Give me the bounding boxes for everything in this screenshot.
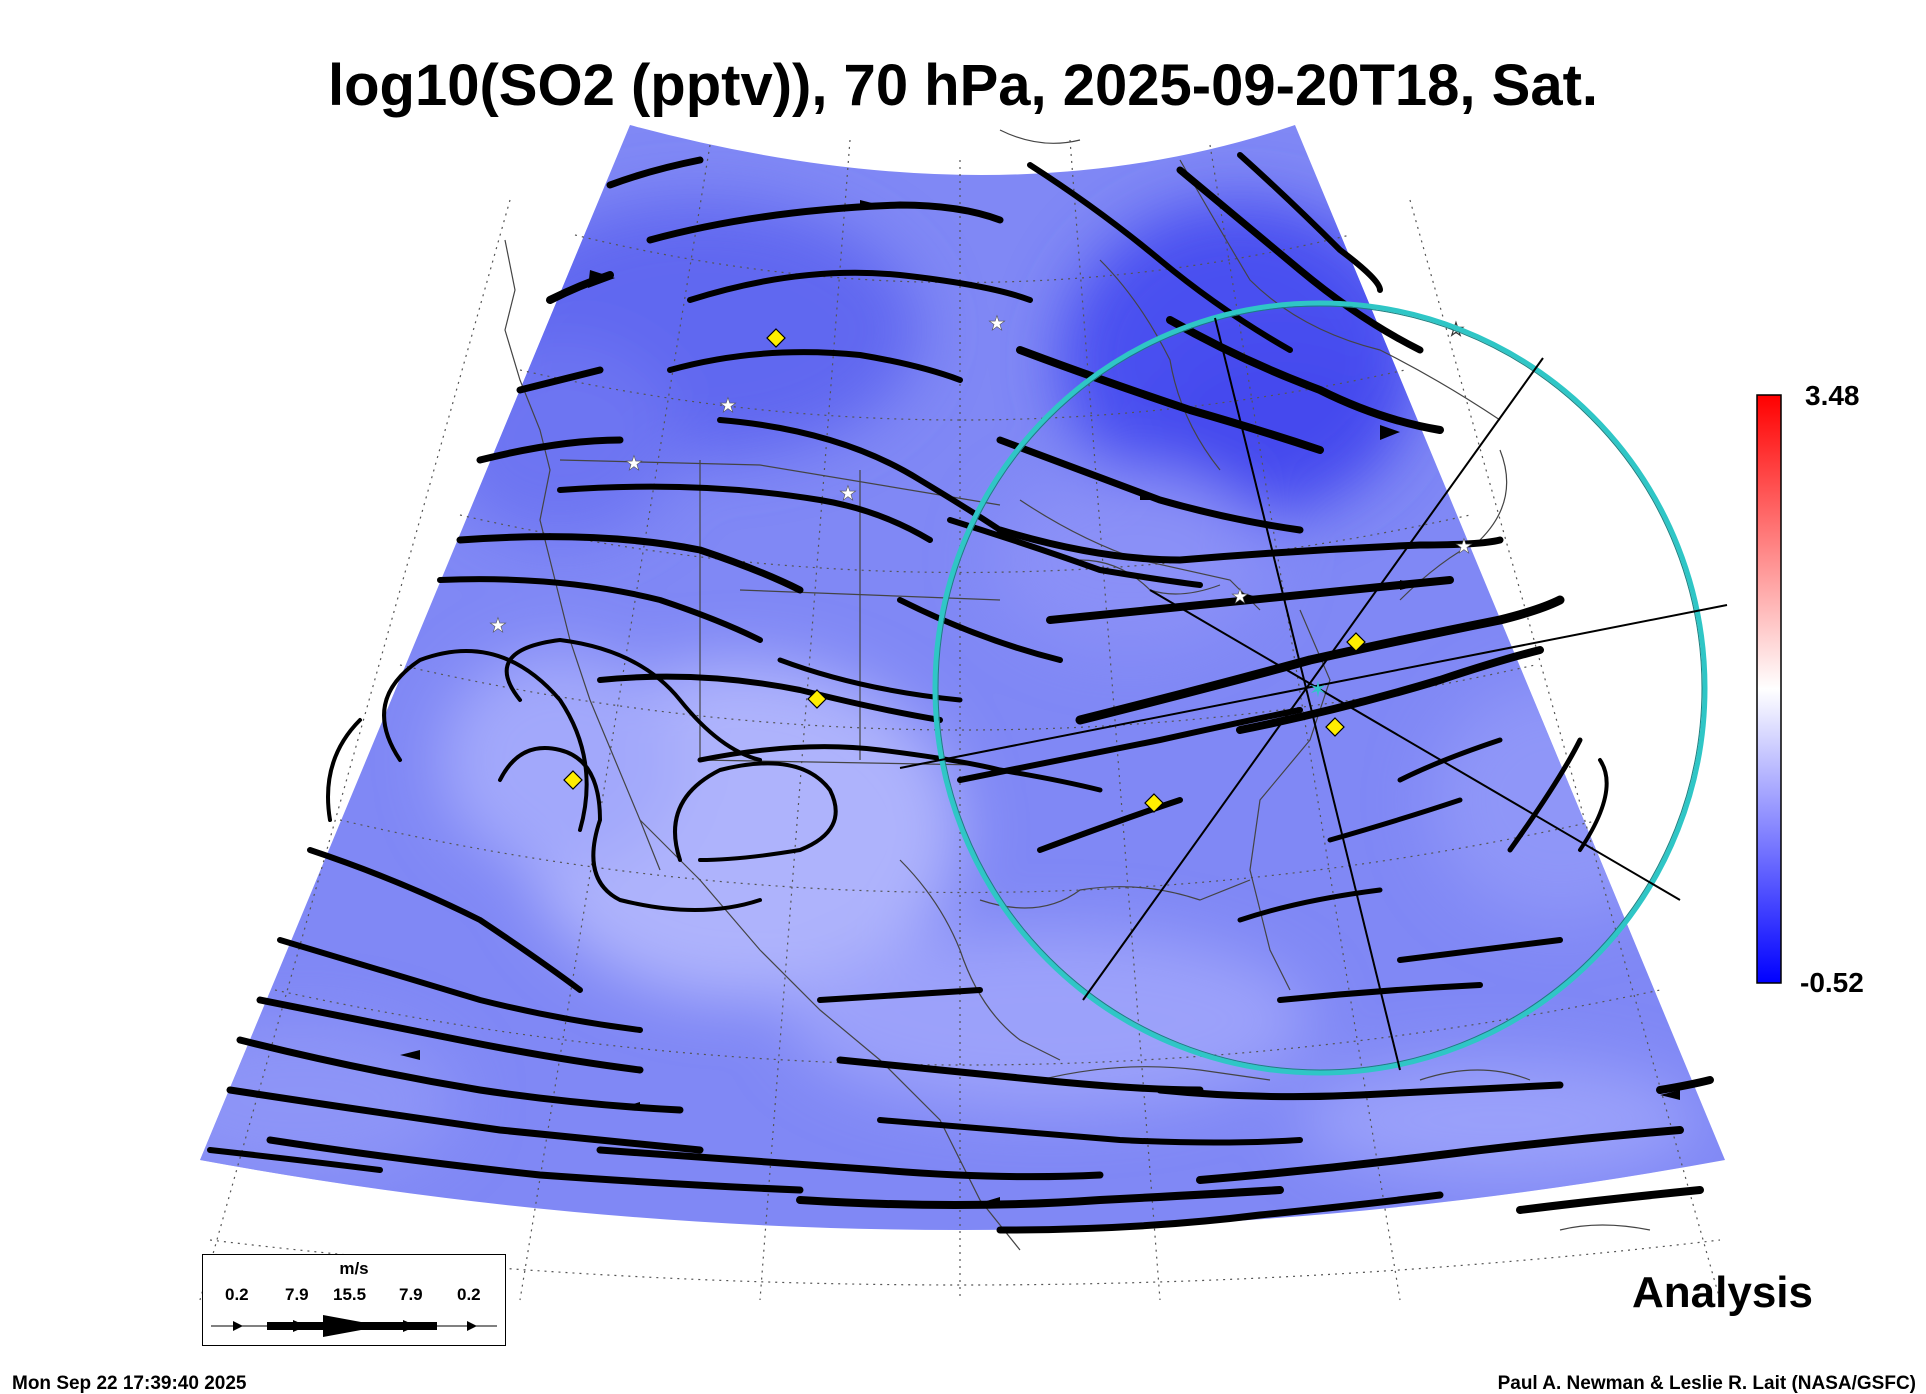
wind-legend: m/s 0.2 7.9 15.5 7.9 0.2 xyxy=(202,1254,506,1346)
star-marker: ★ xyxy=(839,481,857,505)
diamond-marker xyxy=(563,770,583,790)
diamond-marker xyxy=(1325,717,1345,737)
analysis-label: Analysis xyxy=(1632,1268,1813,1317)
colorbar xyxy=(1756,394,1782,984)
diamond-marker xyxy=(1346,632,1366,652)
wind-streamlines xyxy=(207,152,1714,1234)
diamond-marker xyxy=(766,328,786,348)
star-marker: ★ xyxy=(625,451,643,475)
credit: Paul A. Newman & Leslie R. Lait (NASA/GS… xyxy=(1497,1373,1916,1394)
range-ring xyxy=(932,300,1708,1076)
diamond-marker xyxy=(807,689,827,709)
wind-legend-label: 0.2 xyxy=(225,1285,249,1304)
site-markers xyxy=(563,328,1366,813)
wind-legend-label: 0.2 xyxy=(457,1285,481,1304)
wind-legend-unit: m/s xyxy=(339,1259,369,1278)
star-marker: ★ xyxy=(489,613,507,637)
star-marker: ★ xyxy=(719,393,737,417)
star-markers: ★ ★ ★ ★ ★ ★ ★ ☆ xyxy=(489,311,1474,638)
coastlines xyxy=(504,129,1651,1251)
wind-legend-label: 7.9 xyxy=(399,1285,423,1304)
wind-legend-label: 7.9 xyxy=(285,1285,309,1304)
star-marker: ★ xyxy=(988,311,1006,335)
timestamp: Mon Sep 22 17:39:40 2025 xyxy=(12,1373,247,1394)
colorbar-max-label: 3.48 xyxy=(1805,380,1860,411)
colorbar-min-label: -0.52 xyxy=(1800,967,1864,998)
center-marker: ✶ xyxy=(1309,678,1327,703)
flight-tracks xyxy=(899,317,1728,1071)
star-marker: ★ xyxy=(1231,584,1249,608)
svg-text:✶: ✶ xyxy=(1309,678,1327,703)
wind-arrowheads xyxy=(400,200,1680,1205)
star-marker: ★ xyxy=(1455,534,1473,558)
diamond-marker xyxy=(1144,793,1164,813)
map-title: log10(SO2 (pptv)), 70 hPa, 2025-09-20T18… xyxy=(327,53,1599,118)
wind-legend-arrows xyxy=(211,1315,497,1337)
wind-legend-label: 15.5 xyxy=(333,1285,367,1304)
